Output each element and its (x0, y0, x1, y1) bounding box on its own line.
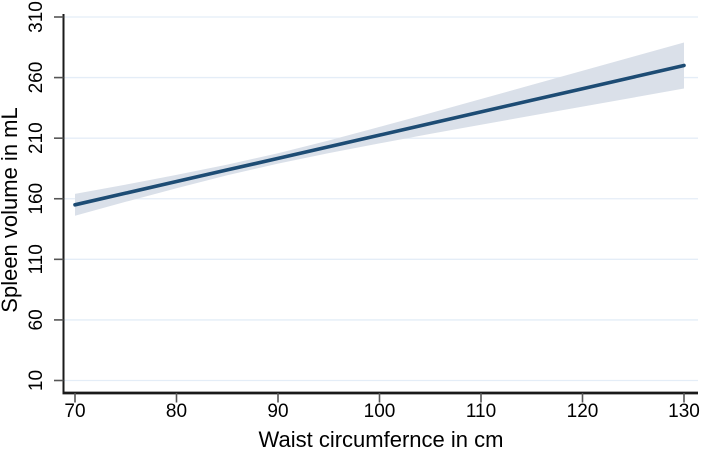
y-axis-label: Spleen volume in mL (0, 107, 22, 312)
y-tick-label: 210 (26, 122, 47, 154)
y-tick-label: 260 (26, 62, 47, 94)
y-tick-label: 110 (26, 244, 47, 274)
x-tick-label: 70 (64, 401, 85, 422)
fit-line (73, 63, 686, 207)
plot-area: 10 60 110 160 210 260 310 70 80 90 100 110 120 130 (26, 1, 700, 422)
y-tick-label: 10 (26, 370, 47, 391)
x-tick-label: 90 (267, 401, 288, 422)
x-tick-label: 100 (364, 401, 396, 422)
x-tick-label: 80 (166, 401, 187, 422)
x-tick-label: 110 (466, 401, 496, 422)
x-tick-label: 130 (668, 401, 700, 422)
x-axis-label: Waist circumfernce in cm (259, 427, 504, 452)
y-tick-label: 310 (26, 1, 47, 33)
y-tick-label: 160 (26, 183, 47, 215)
x-tick-label: 120 (567, 401, 599, 422)
y-tick-label: 60 (26, 309, 47, 330)
confidence-band (75, 42, 684, 216)
